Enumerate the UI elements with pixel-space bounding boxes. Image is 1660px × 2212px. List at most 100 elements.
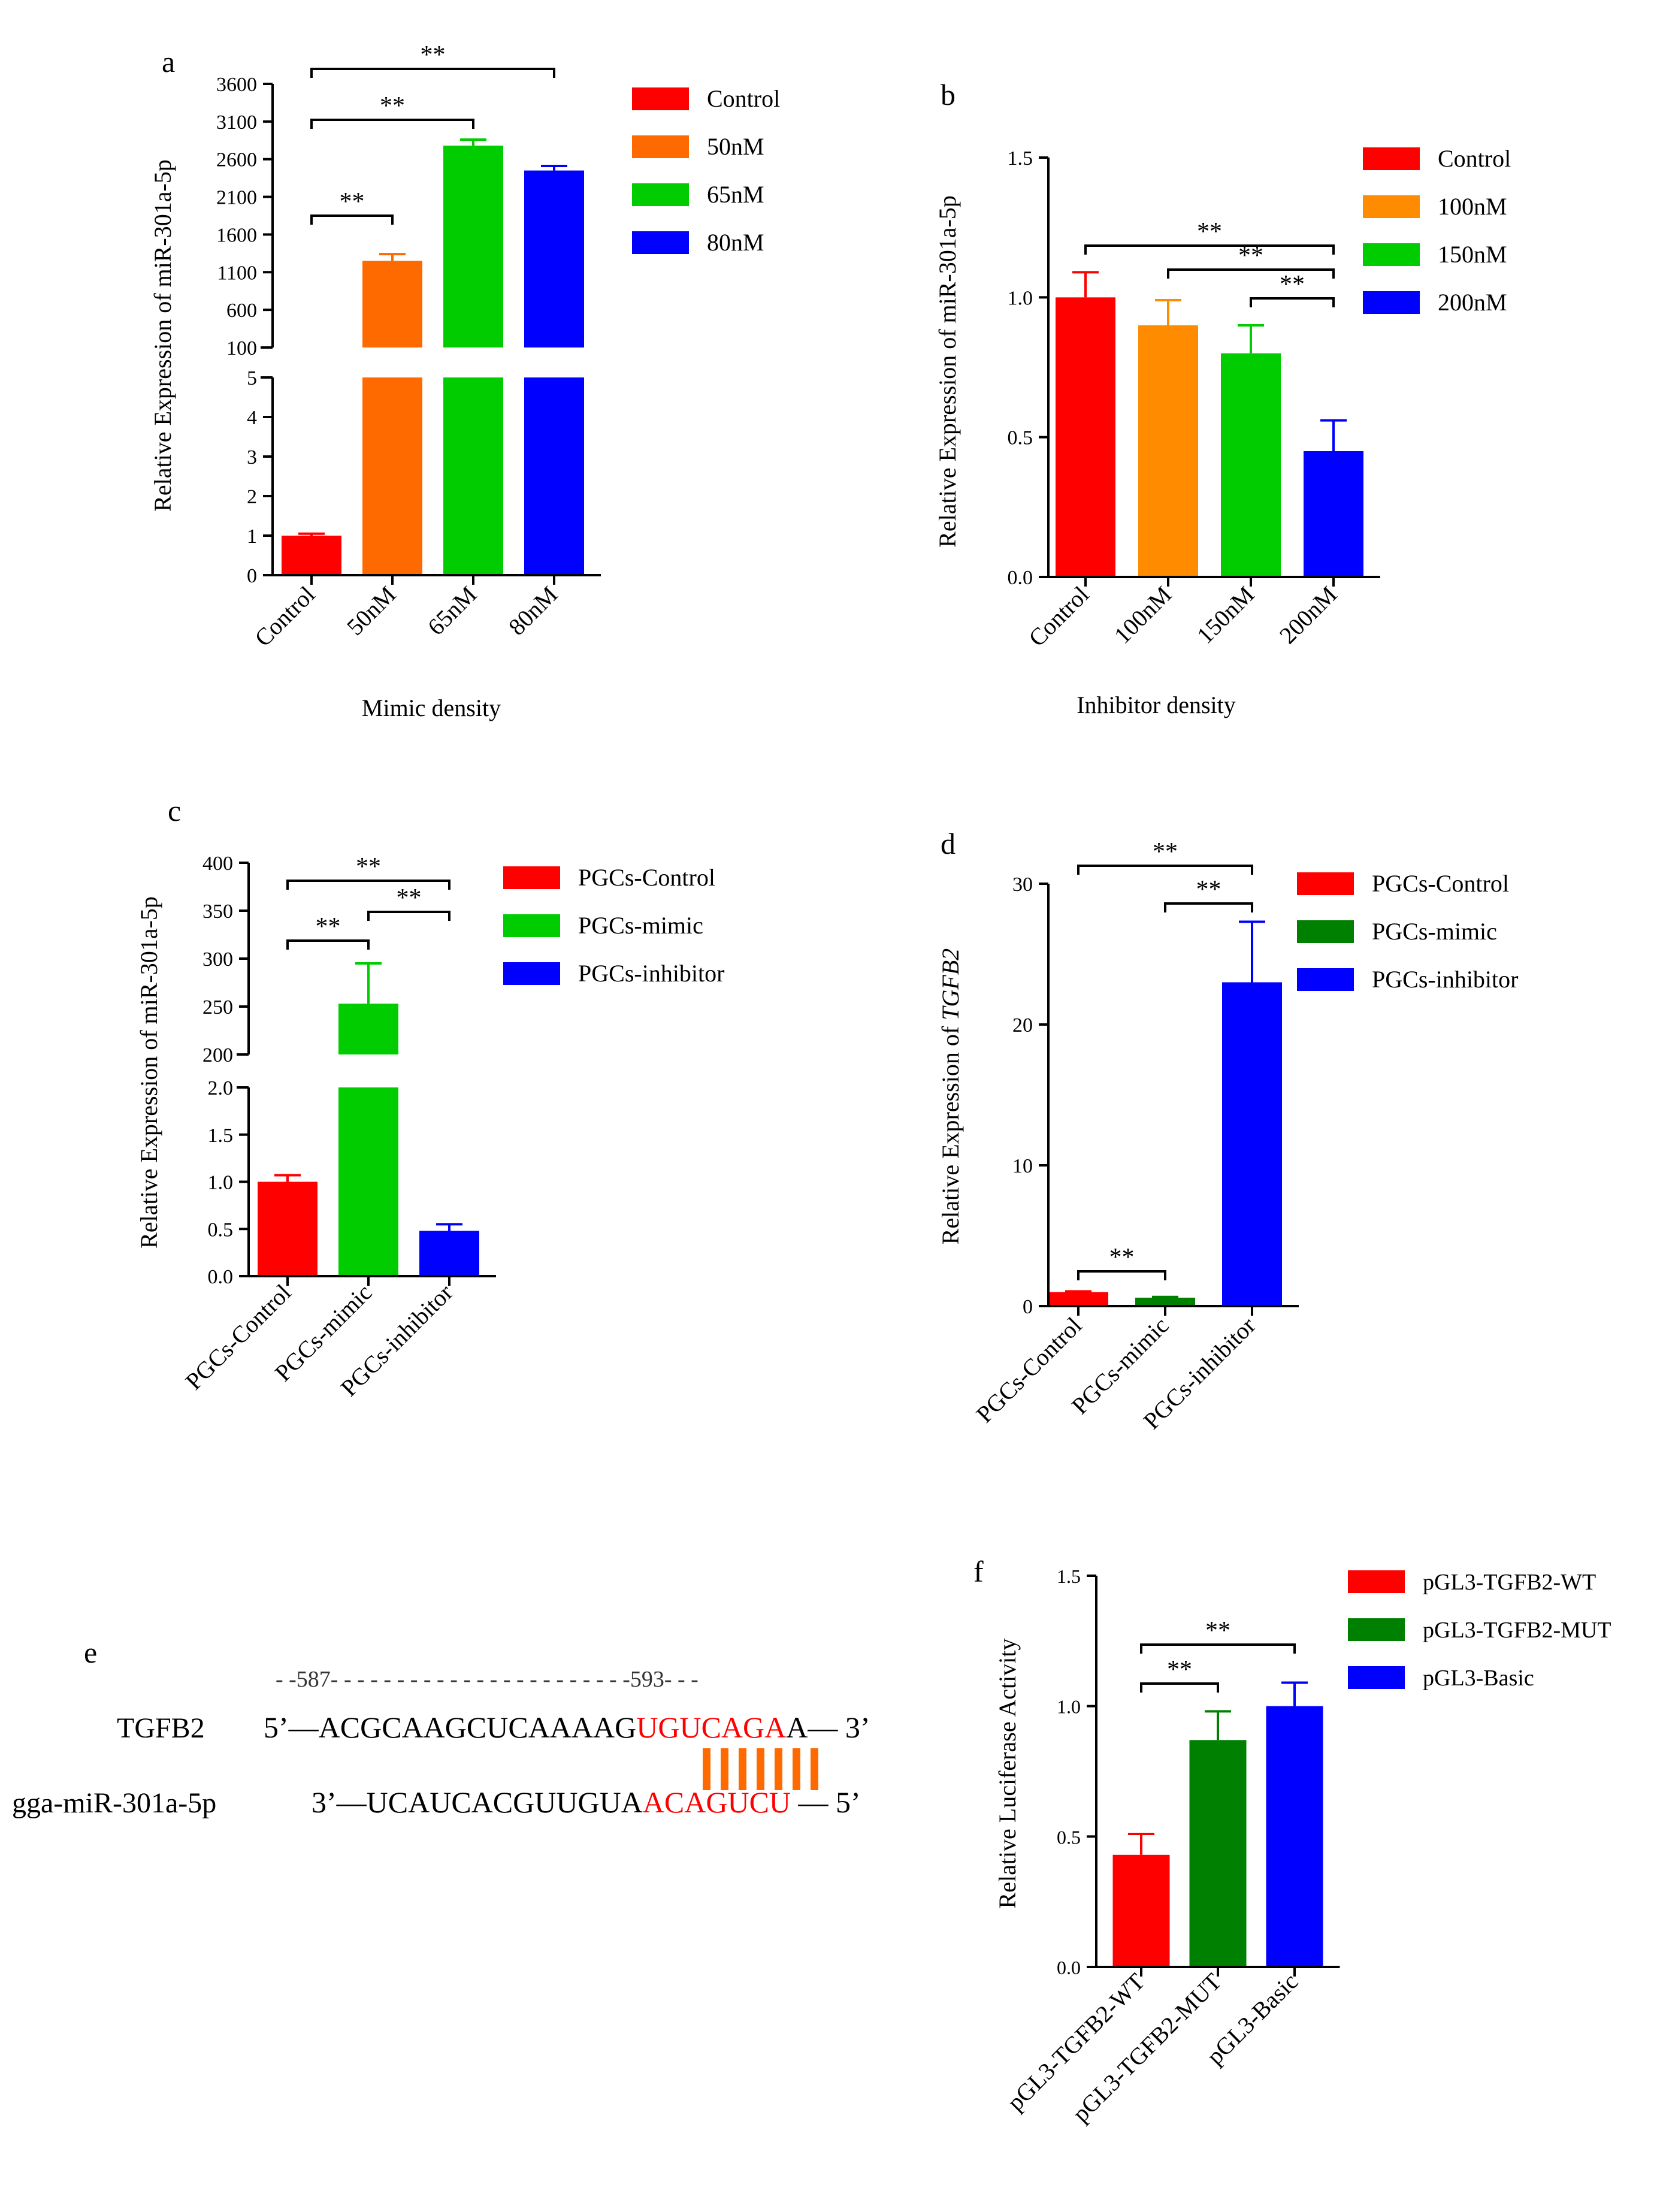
y-tick-label-f-2: 1.0	[1057, 1696, 1081, 1718]
significance-label-b-0: **	[1197, 218, 1222, 246]
significance-bracket-b-2	[1250, 297, 1335, 307]
legend-swatch-a-0	[632, 87, 689, 110]
legend-label-d-0: PGCs-Control	[1372, 870, 1509, 897]
y-tick-label-f-0: 0.0	[1057, 1957, 1081, 1978]
y-tick-label-c-lower-0: 0.0	[208, 1266, 234, 1288]
legend-label-a-3: 80nM	[707, 229, 764, 256]
significance-label-f-0: **	[1205, 1617, 1230, 1645]
bar-f-0	[1112, 1854, 1170, 1967]
legend-swatch-f-2	[1348, 1666, 1405, 1689]
legend-label-d-2: PGCs-inhibitor	[1372, 966, 1518, 993]
mirna-sequence: 3’—UCAUCACGUUGUAACAGUCU — 5’	[312, 1785, 861, 1819]
y-tick-label-a-upper-4: 2100	[216, 187, 257, 209]
legend-label-b-2: 150nM	[1438, 241, 1507, 268]
significance-label-a-2: **	[421, 41, 446, 69]
y-tick-label-a-lower-5: 5	[247, 367, 257, 389]
y-axis-label-prefix-d: Relative Expression of	[937, 1020, 964, 1244]
legend-swatch-a-2	[632, 183, 689, 206]
bar-c-0	[258, 1181, 318, 1276]
significance-label-a-0: **	[340, 188, 365, 216]
bar-f-1	[1189, 1740, 1247, 1967]
gene-sequence-prefix: 5’—ACGCAAGCUCAAAAG	[264, 1711, 636, 1744]
y-tick-label-c-upper-4: 400	[202, 853, 233, 875]
chart-a: 0 1 2 3 4 5 100 600 1100 1600 2100 2600 3100 3600 Cont…	[149, 41, 780, 721]
base-pair-4	[775, 1748, 782, 1790]
base-pair-lines	[703, 1748, 818, 1790]
y-tick-label-c-lower-1: 0.5	[208, 1219, 234, 1241]
legend-label-c-2: PGCs-inhibitor	[578, 960, 724, 987]
legend-swatch-b-1	[1363, 195, 1420, 218]
y-axis-label-b: Relative Expression of miR-301a-5p	[934, 195, 961, 548]
significance-bracket-a-1	[310, 119, 474, 129]
significance-bracket-d-2	[1077, 1270, 1166, 1280]
bar-a-1	[362, 261, 422, 347]
legend-swatch-d-1	[1297, 920, 1354, 943]
y-tick-label-a-lower-1: 1	[247, 525, 257, 548]
significance-bracket-a-0	[310, 214, 394, 225]
significance-bracket-d-1	[1164, 902, 1253, 912]
x-tick-label-f-1: pGL3-TGFB2-MUT	[1067, 1968, 1226, 2128]
significance-label-f-1: **	[1167, 1656, 1192, 1684]
significance-label-d-0: **	[1153, 838, 1178, 866]
bar-a-2	[443, 146, 503, 348]
significance-bracket-b-1	[1167, 268, 1335, 279]
base-pair-1	[721, 1748, 728, 1790]
y-axis-label-c: Relative Expression of miR-301a-5p	[135, 896, 162, 1249]
y-tick-label-d-2: 20	[1012, 1014, 1033, 1037]
y-axis-label-a: Relative Expression of miR-301a-5p	[149, 159, 176, 512]
legend-label-b-0: Control	[1438, 145, 1511, 172]
gene-seed: UGUCAGA	[636, 1711, 786, 1744]
significance-label-d-1: **	[1196, 876, 1221, 903]
x-tick-label-a-3: 80nM	[503, 581, 563, 640]
bar-a-3	[524, 170, 584, 347]
y-tick-label-a-upper-2: 1100	[217, 262, 257, 284]
position-markers: - -587- - - - - - - - - - - - - - - - - …	[276, 1667, 699, 1692]
bar-b-0	[1056, 297, 1115, 577]
x-tick-label-d-0: PGCs-Control	[971, 1312, 1087, 1428]
legend-swatch-c-2	[503, 962, 560, 985]
y-tick-label-a-upper-3: 1600	[216, 224, 257, 246]
mirna-sequence-prefix: 3’—UCAUCACGUUGUA	[312, 1785, 643, 1819]
chart-d: 0 10 20 30 PGCs-Control PGCs-mimic PGCs-inhibi…	[937, 838, 1518, 1434]
significance-label-c-2: **	[397, 884, 422, 912]
legend-label-f-2: pGL3-Basic	[1423, 1666, 1534, 1691]
mirna-name: gga-miR-301a-5p	[12, 1787, 216, 1819]
significance-label-c-0: **	[356, 853, 381, 881]
x-axis-label-b: Inhibitor density	[1077, 691, 1236, 718]
y-axis-label-gene-d: TGFB2	[937, 948, 964, 1020]
legend-label-c-1: PGCs-mimic	[578, 912, 703, 939]
legend-swatch-d-0	[1297, 872, 1354, 895]
y-tick-label-a-lower-2: 2	[247, 486, 257, 508]
bar-c-1-lower	[338, 1087, 398, 1276]
legend-swatch-d-2	[1297, 968, 1354, 991]
panel-letter-b: b	[941, 78, 956, 111]
legend-label-a-1: 50nM	[707, 133, 764, 160]
x-tick-label-a-0: Control	[249, 581, 320, 652]
y-tick-label-b-2: 1.0	[1008, 287, 1033, 309]
panel-letter-f: f	[973, 1555, 984, 1588]
bar-c-2	[419, 1231, 479, 1276]
y-tick-label-c-upper-0: 200	[202, 1044, 233, 1066]
legend-swatch-f-0	[1348, 1570, 1405, 1593]
significance-bracket-d-0	[1077, 865, 1253, 875]
significance-label-d-2: **	[1109, 1244, 1135, 1271]
base-pair-5	[793, 1748, 800, 1790]
bar-a-0	[282, 536, 341, 575]
legend-swatch-b-2	[1363, 243, 1420, 266]
bar-b-3	[1304, 451, 1363, 577]
mirna-seed: ACAGUCU	[643, 1785, 791, 1819]
legend-swatch-b-0	[1363, 147, 1420, 170]
bar-b-2	[1221, 353, 1281, 577]
base-pair-3	[757, 1748, 764, 1790]
significance-bracket-f-1	[1140, 1682, 1219, 1693]
y-tick-label-b-3: 1.5	[1008, 147, 1033, 170]
sequence-alignment: e - -587- - - - - - - - - - - - - - - - …	[12, 1636, 870, 1819]
mirna-sequence-suffix: — 5’	[791, 1785, 861, 1819]
x-tick-label-b-0: Control	[1023, 581, 1094, 652]
panel-letter-c: c	[168, 794, 181, 827]
bar-c-1	[338, 1004, 398, 1054]
base-pair-0	[703, 1748, 710, 1790]
legend-label-f-0: pGL3-TGFB2-WT	[1423, 1570, 1596, 1595]
